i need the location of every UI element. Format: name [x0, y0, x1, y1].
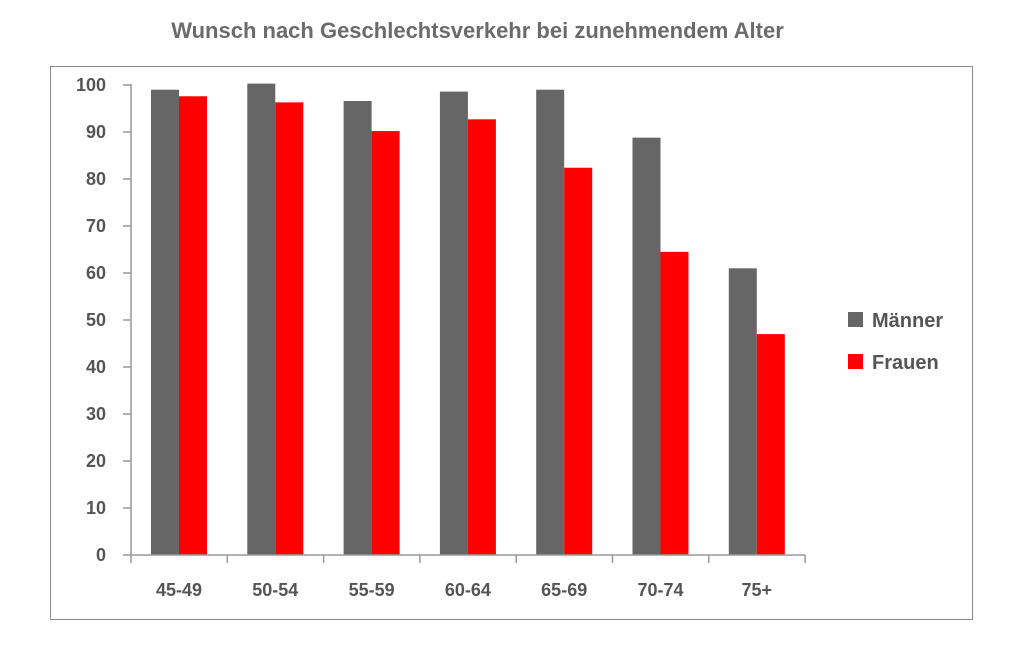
bar-maenner	[439, 91, 468, 555]
bar-frauen	[371, 131, 400, 555]
x-tick-label: 45-49	[156, 580, 202, 600]
y-axis-ticks: 0 10 20 30 40 50 60 70 80 90 100	[76, 75, 131, 565]
x-tick-label: 75+	[742, 580, 773, 600]
y-tick-label: 60	[86, 263, 106, 283]
y-tick-label: 20	[86, 451, 106, 471]
bar-maenner	[632, 137, 661, 555]
bar-frauen	[564, 167, 593, 555]
legend-label: Männer	[872, 310, 943, 332]
x-tick-label: 50-54	[252, 580, 298, 600]
y-tick-label: 100	[76, 75, 106, 95]
y-tick-label: 0	[96, 545, 106, 565]
y-tick-label: 80	[86, 169, 106, 189]
y-tick-label: 90	[86, 122, 106, 142]
x-tick-label: 65-69	[541, 580, 587, 600]
legend-label: Frauen	[872, 352, 939, 374]
y-tick-label: 70	[86, 216, 106, 236]
y-tick-label: 40	[86, 357, 106, 377]
chart-frame	[50, 66, 973, 620]
y-tick-label: 50	[86, 310, 106, 330]
bar-maenner	[728, 268, 757, 555]
y-tick-label: 30	[86, 404, 106, 424]
legend: Männer Frauen	[848, 310, 943, 374]
bar-frauen	[756, 334, 785, 555]
x-axis-ticks: 45-49 50-54 55-59 60-64 65-69 70-74 75+	[130, 555, 806, 600]
bar-frauen	[467, 119, 496, 555]
bar-maenner	[536, 89, 565, 555]
y-tick-label: 10	[86, 498, 106, 518]
bar-frauen	[179, 96, 207, 555]
bar-maenner	[343, 100, 372, 555]
bar-frauen	[660, 251, 689, 555]
x-tick-label: 55-59	[349, 580, 395, 600]
legend-swatch	[848, 354, 863, 369]
chart-title: Wunsch nach Geschlechtsverkehr bei zuneh…	[171, 18, 784, 43]
bar-maenner	[247, 83, 276, 555]
legend-swatch	[848, 312, 863, 327]
bar-maenner	[151, 89, 179, 555]
bar-frauen	[275, 102, 304, 555]
x-tick-label: 60-64	[445, 580, 491, 600]
bars-group	[151, 83, 785, 555]
x-tick-label: 70-74	[637, 580, 683, 600]
